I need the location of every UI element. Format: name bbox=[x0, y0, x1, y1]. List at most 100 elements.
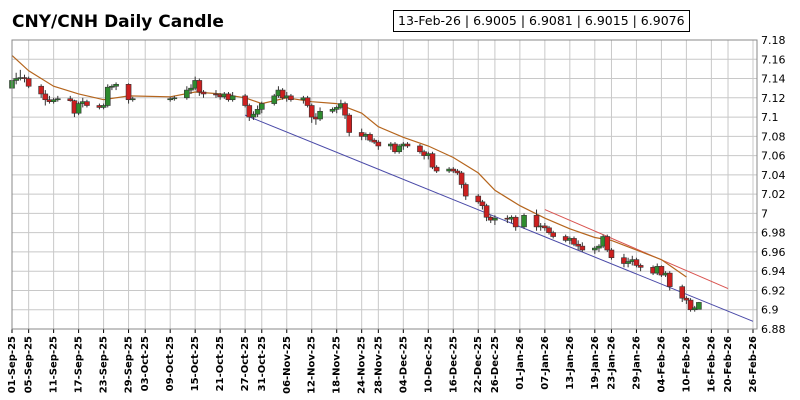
candle-body bbox=[246, 105, 253, 118]
candle bbox=[109, 84, 115, 91]
x-tick-label: 26-Dec-25 bbox=[490, 336, 501, 393]
candle-body bbox=[454, 170, 461, 174]
y-tick-label: 6.92 bbox=[761, 284, 786, 297]
x-tick-label: 03-Oct-25 bbox=[140, 336, 151, 391]
candle bbox=[633, 257, 640, 268]
candle bbox=[242, 93, 248, 108]
candle-body bbox=[666, 272, 673, 287]
candle-body bbox=[550, 232, 556, 237]
candle bbox=[104, 84, 111, 108]
y-tick-label: 7.16 bbox=[761, 53, 786, 66]
y-tick-label: 6.88 bbox=[761, 323, 786, 336]
candle bbox=[458, 171, 465, 189]
candle-body bbox=[633, 259, 640, 266]
candle-body bbox=[579, 245, 586, 251]
candle-body bbox=[104, 86, 111, 106]
candle-body bbox=[317, 110, 323, 120]
candle-body bbox=[429, 153, 436, 168]
candle bbox=[596, 244, 602, 252]
candle-body bbox=[462, 184, 469, 197]
candle bbox=[454, 169, 461, 175]
candle-body bbox=[512, 216, 519, 228]
candle-body bbox=[604, 236, 611, 251]
candle-body bbox=[658, 266, 665, 276]
plot-frame bbox=[11, 39, 758, 330]
candle bbox=[679, 284, 686, 303]
candle bbox=[184, 86, 190, 100]
candle bbox=[687, 298, 694, 312]
candle bbox=[167, 96, 173, 102]
candle-body bbox=[621, 257, 627, 264]
candle-body bbox=[450, 168, 457, 172]
candle-body bbox=[458, 172, 465, 185]
candle bbox=[246, 103, 253, 121]
candle-body bbox=[571, 238, 577, 245]
x-tick-label: 29-Sep-25 bbox=[124, 336, 135, 393]
candle bbox=[200, 90, 207, 98]
candle bbox=[683, 296, 690, 304]
candle-body bbox=[21, 77, 28, 79]
x-tick-label: 11-Sep-25 bbox=[49, 336, 60, 393]
candle bbox=[658, 265, 665, 277]
x-tick-label: 26-Feb-26 bbox=[748, 336, 759, 393]
x-tick-label: 21-Oct-25 bbox=[215, 336, 226, 391]
candle bbox=[288, 93, 294, 102]
candle-body bbox=[184, 89, 190, 99]
x-tick-label: 22-Dec-25 bbox=[473, 336, 484, 393]
axes: 7.18 7.16 7.14 7.12 7.1 7.08 7.06 7.04 7.02 7 6.98… bbox=[7, 34, 786, 394]
candle bbox=[84, 99, 90, 108]
candle bbox=[608, 248, 615, 260]
y-tick-label: 7.12 bbox=[761, 92, 786, 105]
candle-body bbox=[25, 78, 32, 87]
candle bbox=[579, 242, 586, 252]
trend-lines bbox=[244, 114, 754, 322]
x-tick-label: 18-Nov-25 bbox=[332, 336, 343, 394]
moving-average-line bbox=[11, 54, 687, 278]
candle-body bbox=[417, 145, 423, 153]
candle-body bbox=[84, 101, 90, 106]
candle-body bbox=[625, 261, 631, 264]
x-tick-label: 09-Oct-25 bbox=[165, 336, 176, 391]
candle-body bbox=[375, 141, 382, 147]
candle bbox=[450, 167, 457, 173]
candle-body bbox=[288, 95, 294, 101]
candle bbox=[479, 199, 486, 210]
candle-body bbox=[304, 97, 311, 106]
candle-body bbox=[533, 215, 540, 228]
candle bbox=[67, 95, 74, 102]
candle-body bbox=[75, 103, 82, 114]
support-trend-line bbox=[244, 114, 754, 322]
candle-body bbox=[100, 105, 107, 108]
candle-body bbox=[129, 98, 136, 101]
x-tick-label: 23-Jan-26 bbox=[606, 336, 617, 390]
candle bbox=[196, 78, 203, 96]
candle-body bbox=[608, 249, 615, 259]
x-tick-label: 31-Oct-25 bbox=[257, 336, 268, 391]
candle bbox=[171, 95, 178, 101]
y-tick-label: 6.94 bbox=[761, 265, 786, 278]
x-tick-label: 17-Sep-25 bbox=[74, 336, 85, 393]
candle bbox=[100, 103, 107, 110]
candle-body bbox=[254, 109, 261, 115]
candle bbox=[113, 82, 119, 91]
candle-body bbox=[308, 105, 315, 118]
x-tick-label: 24-Nov-25 bbox=[357, 336, 368, 394]
candle-body bbox=[54, 98, 61, 101]
candle bbox=[571, 236, 577, 247]
candle bbox=[213, 90, 219, 98]
candle bbox=[188, 84, 194, 94]
candle-body bbox=[200, 91, 207, 95]
candle bbox=[271, 93, 278, 106]
x-tick-label: 29-Jan-26 bbox=[631, 336, 642, 390]
candle bbox=[342, 101, 348, 119]
x-tick-label: 27-Oct-25 bbox=[240, 336, 251, 391]
candle-body bbox=[679, 286, 686, 299]
candle bbox=[417, 144, 423, 154]
candle bbox=[521, 213, 527, 229]
candle-body bbox=[258, 103, 265, 110]
candle bbox=[229, 92, 236, 102]
candle bbox=[371, 138, 377, 145]
x-tick-label: 10-Dec-25 bbox=[423, 336, 434, 393]
candle bbox=[604, 234, 611, 252]
candle-body bbox=[196, 80, 203, 93]
